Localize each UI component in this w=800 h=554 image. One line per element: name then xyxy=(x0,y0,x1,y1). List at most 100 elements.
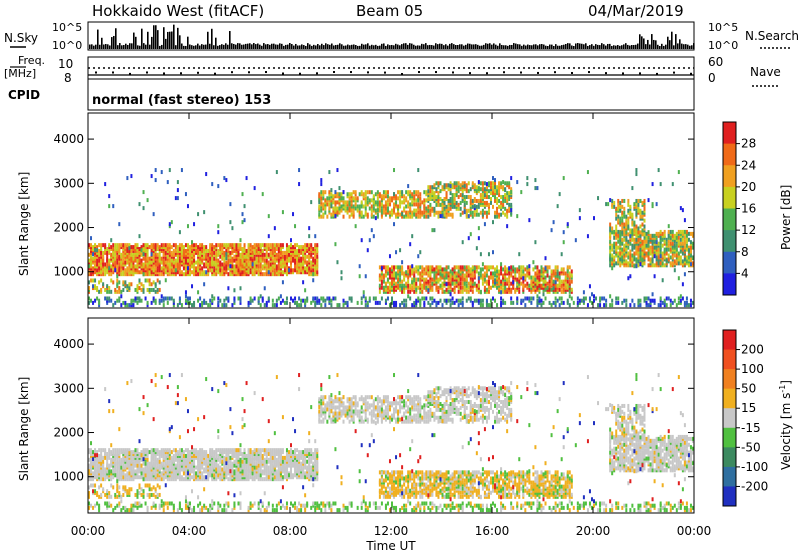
power-cell xyxy=(384,289,387,294)
power-cell xyxy=(217,184,220,189)
power-cell xyxy=(479,181,482,186)
noise-bar xyxy=(481,45,483,49)
power-cell xyxy=(267,260,270,265)
power-cell xyxy=(429,202,432,207)
power-cell xyxy=(536,275,539,280)
power-cell xyxy=(641,200,644,205)
power-cell xyxy=(617,233,620,238)
power-cell xyxy=(88,264,90,269)
power-cell xyxy=(496,196,499,201)
power-cell xyxy=(372,202,375,207)
power-cell xyxy=(318,298,321,303)
power-cell xyxy=(180,243,183,248)
power-cell xyxy=(211,294,214,299)
power-cell xyxy=(479,193,482,198)
velocity-cell xyxy=(126,448,129,453)
power-cell xyxy=(498,285,501,290)
power-cell xyxy=(344,204,347,209)
power-cell xyxy=(360,300,363,305)
power-cell xyxy=(631,186,634,191)
noise-bar xyxy=(301,44,303,49)
power-cell xyxy=(461,265,464,270)
power-cell xyxy=(374,202,377,207)
power-cell xyxy=(104,266,107,271)
power-cell xyxy=(562,176,565,181)
power-cell xyxy=(405,281,408,286)
power-cell xyxy=(536,287,539,292)
power-cell xyxy=(382,265,385,270)
power-cell xyxy=(178,258,181,263)
power-cell xyxy=(279,243,282,248)
power-cell xyxy=(403,283,406,288)
power-cell xyxy=(469,267,472,272)
power-cell xyxy=(469,269,472,274)
power-cell xyxy=(366,190,369,195)
power-cell xyxy=(615,216,618,221)
noise-bar xyxy=(253,43,255,49)
power-cell xyxy=(479,252,482,257)
velocity-cell xyxy=(114,452,117,457)
power-cell xyxy=(681,241,684,246)
power-cell xyxy=(257,272,260,277)
power-cell xyxy=(528,264,531,269)
power-cell xyxy=(358,204,361,209)
power-cell xyxy=(556,287,559,292)
power-cell xyxy=(176,188,179,193)
nave-point xyxy=(112,71,114,74)
noise-bar xyxy=(535,44,537,49)
noise-bar xyxy=(521,45,523,49)
power-cell xyxy=(391,287,393,292)
power-cell xyxy=(384,206,387,211)
noise-bar xyxy=(381,43,383,49)
power-cell xyxy=(176,303,179,308)
power-cell xyxy=(417,285,420,290)
noise-bar xyxy=(165,38,167,49)
power-cell xyxy=(637,230,640,235)
power-cell xyxy=(399,267,402,272)
power-cell xyxy=(350,194,353,199)
noise-bar xyxy=(443,45,445,49)
power-cell xyxy=(306,260,309,265)
power-cell xyxy=(532,283,535,288)
power-cell xyxy=(443,200,446,205)
power-cell xyxy=(504,269,507,274)
power-cell xyxy=(176,180,179,185)
power-cell xyxy=(631,257,634,262)
power-cell xyxy=(534,287,537,292)
power-cell xyxy=(570,275,573,280)
power-cell xyxy=(554,273,557,278)
power-cell xyxy=(609,294,612,299)
power-cell xyxy=(164,296,167,301)
noise-bar xyxy=(407,44,409,49)
power-cell xyxy=(530,300,533,305)
power-cell xyxy=(615,296,618,301)
power-cell xyxy=(681,229,684,234)
power-cell xyxy=(388,281,391,286)
power-cell xyxy=(271,250,274,255)
power-cell xyxy=(352,210,355,215)
power-cell xyxy=(411,287,414,292)
power-cell xyxy=(132,303,135,308)
power-cell xyxy=(494,178,497,183)
power-cell xyxy=(623,206,626,211)
power-cell xyxy=(136,287,139,292)
power-cell xyxy=(162,298,165,303)
power-cell xyxy=(459,265,462,270)
nave-point xyxy=(367,71,369,74)
power-cell xyxy=(182,245,185,250)
power-cell xyxy=(178,247,181,252)
power-cell xyxy=(500,212,503,217)
power-cell xyxy=(554,289,557,294)
power-cell xyxy=(498,271,501,276)
power-cell xyxy=(475,283,478,288)
power-cell xyxy=(360,296,363,301)
noise-bar xyxy=(221,44,223,49)
power-cell xyxy=(144,264,147,269)
power-cell xyxy=(548,265,551,270)
power-cell xyxy=(225,303,228,308)
power-cell xyxy=(506,214,509,219)
noise-bar xyxy=(685,44,687,49)
power-cell xyxy=(156,243,159,248)
power-cell xyxy=(166,254,169,259)
power-cell xyxy=(477,212,480,217)
